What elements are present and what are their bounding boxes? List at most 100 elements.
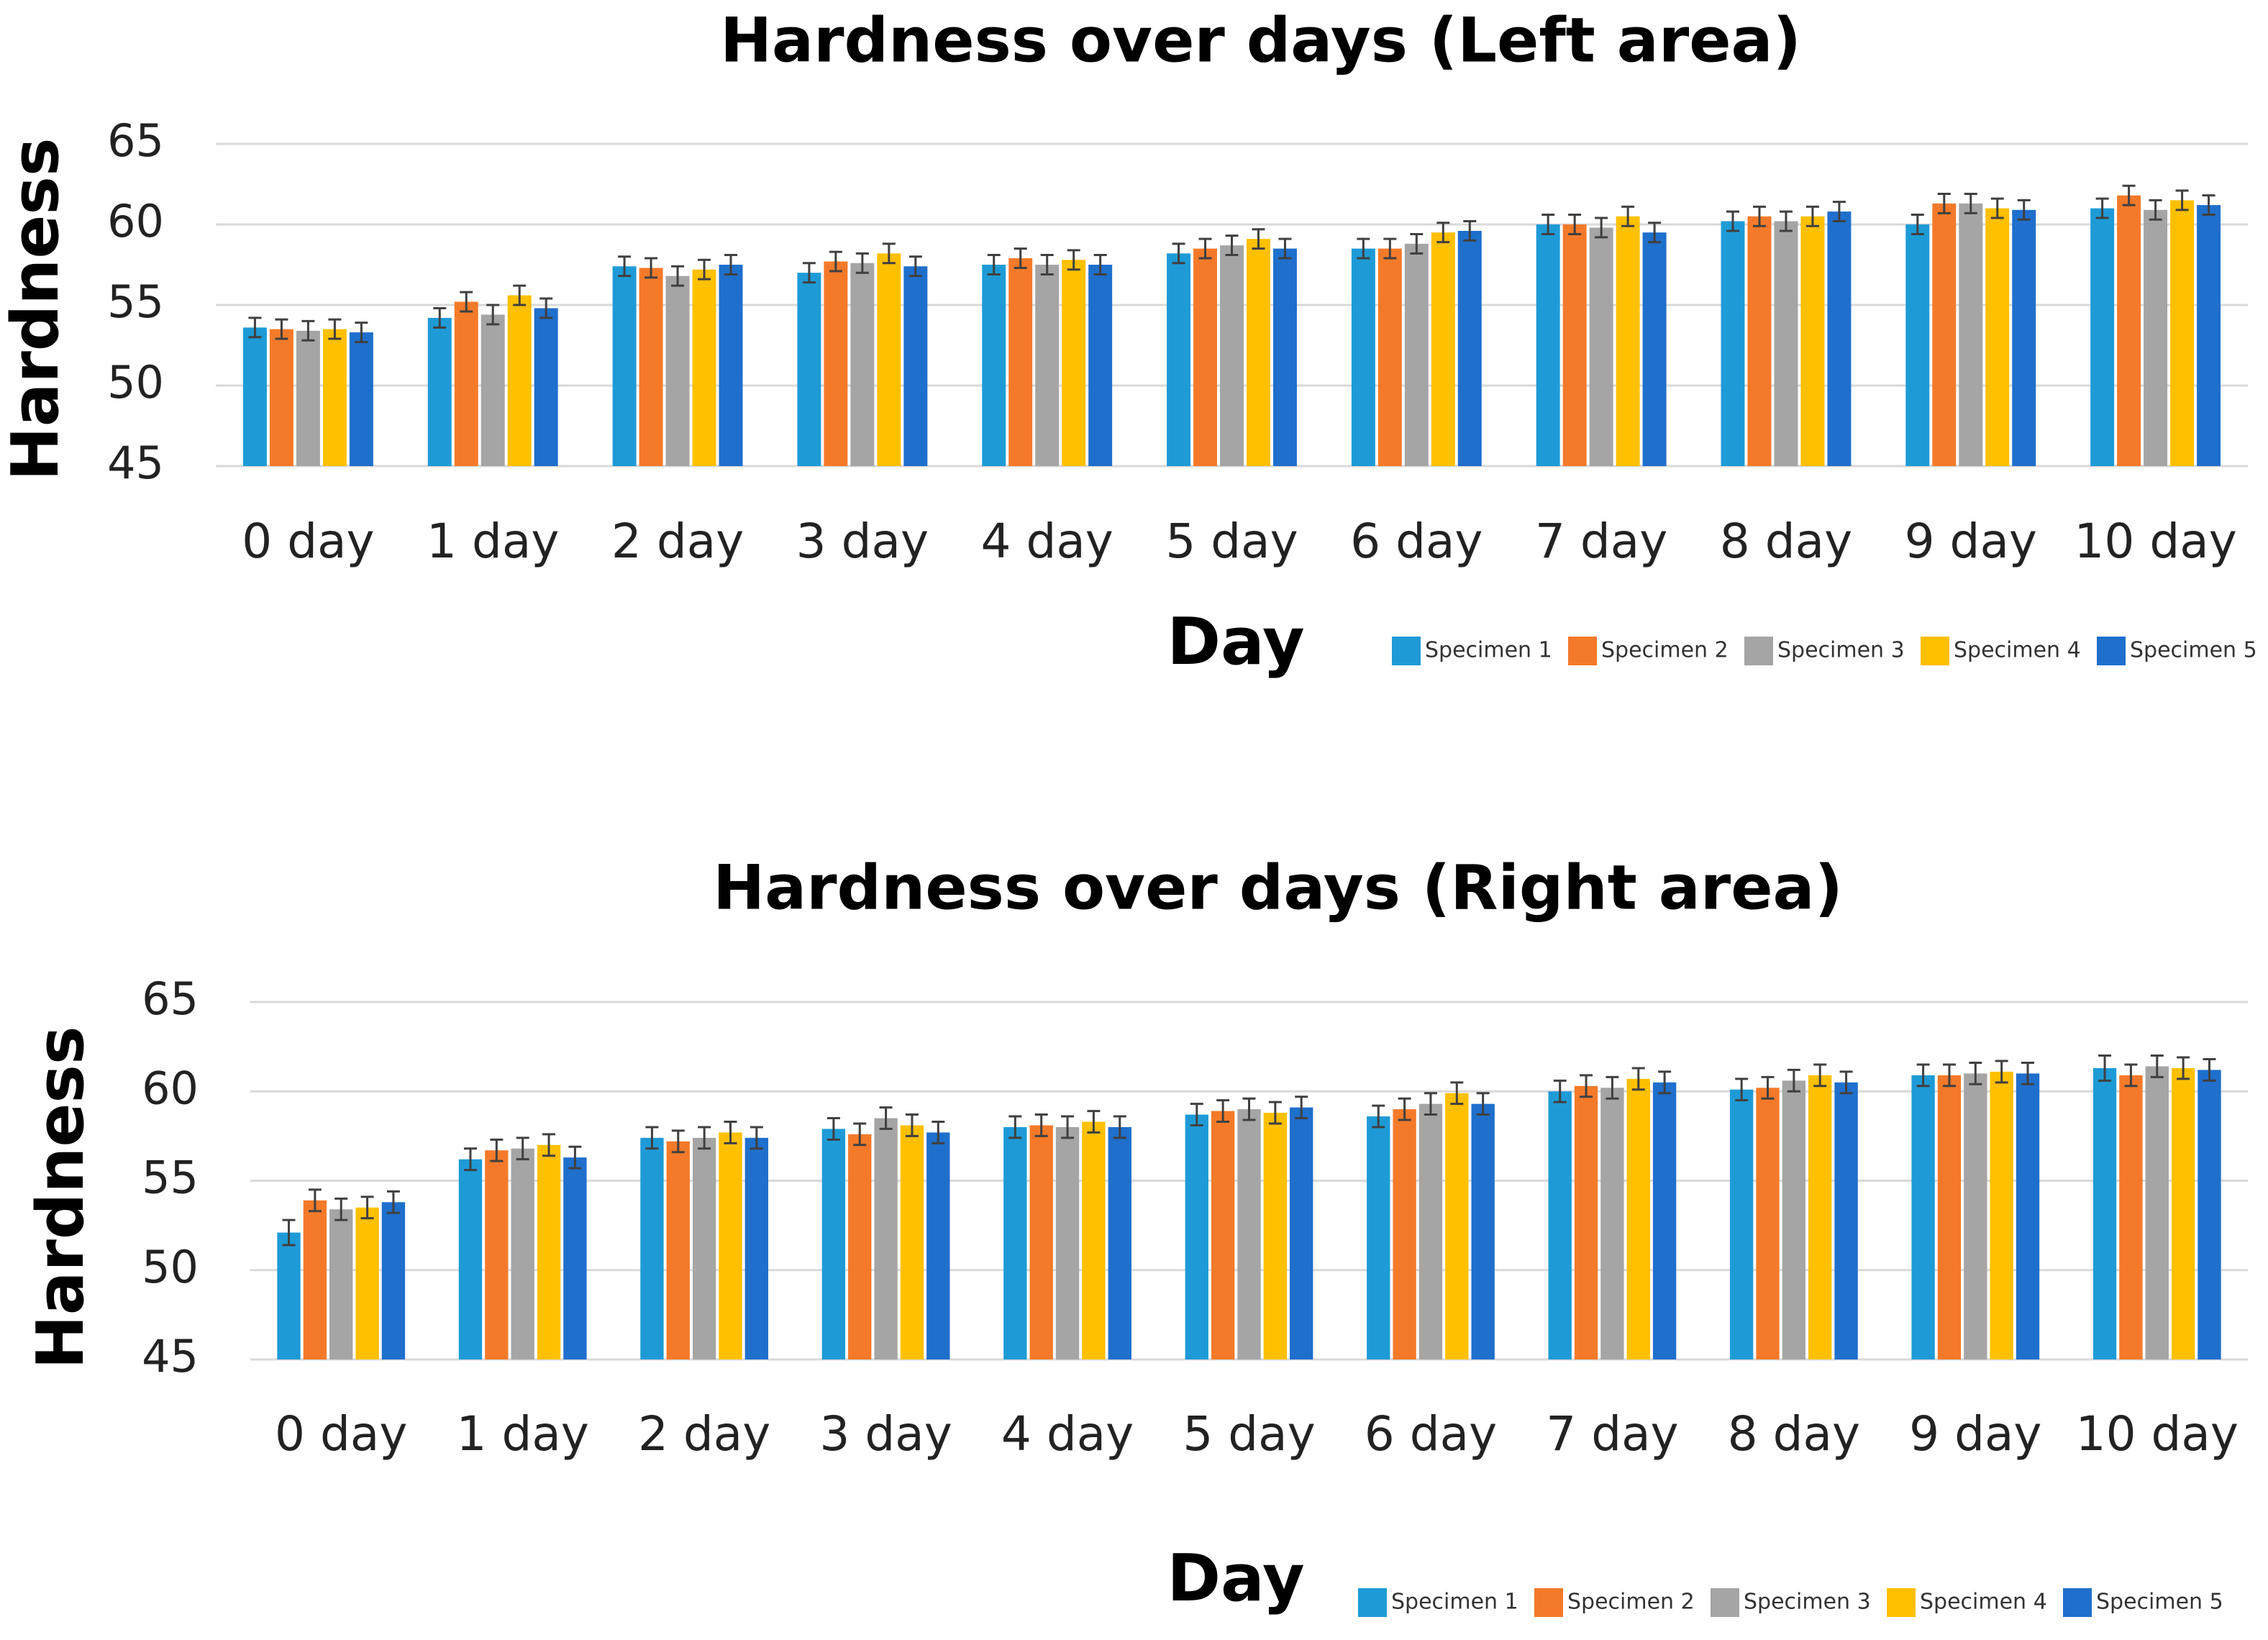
- legend-label: Specimen 5: [2130, 638, 2257, 663]
- legend-label: Specimen 3: [1777, 638, 1905, 663]
- bar: [848, 1134, 872, 1359]
- error-bar: [248, 316, 262, 339]
- error-bar: [539, 297, 553, 319]
- error-bar: [1008, 1115, 1022, 1139]
- bar: [511, 1148, 534, 1359]
- bar: [1220, 245, 1244, 466]
- bar: [1959, 203, 1983, 466]
- error-bar: [568, 1145, 582, 1170]
- bar: [1782, 1080, 1806, 1359]
- bar: [877, 253, 901, 466]
- y-tick-label: 60: [107, 195, 164, 247]
- legend-label: Specimen 4: [1954, 638, 2081, 663]
- error-bar: [1839, 1070, 1853, 1095]
- error-bar: [1372, 1104, 1385, 1129]
- bar: [534, 308, 558, 466]
- bar: [2092, 1067, 2117, 1359]
- bar: [1911, 1075, 1935, 1359]
- error-bar: [275, 318, 288, 340]
- bar: [2090, 208, 2115, 466]
- error-bar: [1450, 1081, 1464, 1106]
- error-bar: [882, 242, 896, 265]
- error-bar: [1436, 222, 1450, 244]
- error-bar: [433, 306, 447, 329]
- legend-swatch: [1744, 637, 1773, 665]
- bar: [1808, 1075, 1832, 1359]
- legend-label: Specimen 3: [1744, 1590, 1871, 1615]
- chart: Hardness over days (Right area) Hardness D…: [23, 852, 2248, 1617]
- chart-title: Hardness over days (Left area): [720, 4, 1801, 76]
- x-tick-label: 0 day: [275, 1406, 407, 1462]
- bar: [821, 1129, 846, 1359]
- error-bar: [750, 1126, 763, 1150]
- x-tick-label: 10 day: [2076, 1406, 2239, 1462]
- legend-swatch: [1534, 1588, 1563, 1617]
- bar: [2145, 1066, 2169, 1359]
- error-bar: [2124, 1063, 2138, 1088]
- error-bar: [1752, 205, 1766, 227]
- x-tick-label: 1 day: [427, 514, 559, 569]
- bar: [1193, 248, 1218, 466]
- bar: [1035, 265, 1060, 466]
- x-tick-label: 2 day: [611, 514, 744, 569]
- error-bar: [463, 1147, 477, 1172]
- bar: [900, 1125, 924, 1359]
- x-tick-label: 0 day: [242, 514, 374, 569]
- error-bar: [1476, 1092, 1490, 1116]
- error-bar: [1805, 205, 1819, 227]
- bar: [639, 268, 663, 466]
- error-bar: [360, 1195, 374, 1220]
- bar: [1062, 260, 1086, 466]
- bar: [1088, 265, 1113, 466]
- x-tick-label: 9 day: [1909, 1406, 2041, 1462]
- bar: [1937, 1075, 1962, 1359]
- bar: [1589, 227, 1613, 466]
- error-bar: [308, 1188, 322, 1213]
- bar: [824, 261, 848, 466]
- bar: [1834, 1082, 1858, 1359]
- error-bar: [334, 1197, 348, 1221]
- error-bar: [1937, 192, 1951, 214]
- error-bar: [1034, 1113, 1048, 1137]
- bar: [1536, 224, 1560, 466]
- error-bar: [1911, 214, 1924, 235]
- bar: [485, 1150, 509, 1359]
- bar: [1729, 1089, 1754, 1359]
- error-bar: [905, 1113, 919, 1137]
- error-bar: [855, 252, 869, 274]
- bar: [1377, 248, 1402, 466]
- x-tick-label: 8 day: [1728, 1406, 1860, 1462]
- bar: [1616, 216, 1640, 466]
- error-bar: [1357, 237, 1370, 260]
- error-bar: [1295, 1095, 1308, 1120]
- error-bar: [1553, 1079, 1567, 1103]
- bar: [2144, 209, 2168, 466]
- y-tick-label: 55: [142, 1152, 199, 1204]
- bar: [1600, 1088, 1624, 1359]
- error-bar: [1648, 222, 1662, 244]
- error-bar: [724, 1120, 737, 1144]
- error-bar: [1061, 1115, 1075, 1139]
- error-bar: [1067, 249, 1080, 271]
- legend-label: Specimen 2: [1567, 1590, 1695, 1615]
- x-tick-label: 3 day: [819, 1406, 952, 1462]
- error-bar: [1252, 228, 1265, 250]
- error-bar: [1761, 1075, 1775, 1100]
- bar: [2119, 1075, 2143, 1359]
- bar: [1964, 1073, 1987, 1359]
- bar: [381, 1202, 406, 1359]
- bar: [1108, 1126, 1131, 1359]
- error-bar: [1990, 197, 2004, 219]
- bar: [1263, 1113, 1288, 1359]
- bar: [458, 1159, 483, 1359]
- error-bar: [1726, 210, 1739, 232]
- error-bar: [1093, 254, 1107, 275]
- x-axis-title: Day: [1167, 604, 1304, 680]
- error-bar: [1621, 205, 1635, 227]
- bar: [1457, 230, 1482, 466]
- error-bar: [802, 262, 816, 284]
- bar: [355, 1207, 379, 1359]
- bar: [2170, 200, 2195, 466]
- x-tick-label: 6 day: [1350, 514, 1483, 569]
- error-bar: [1040, 254, 1054, 275]
